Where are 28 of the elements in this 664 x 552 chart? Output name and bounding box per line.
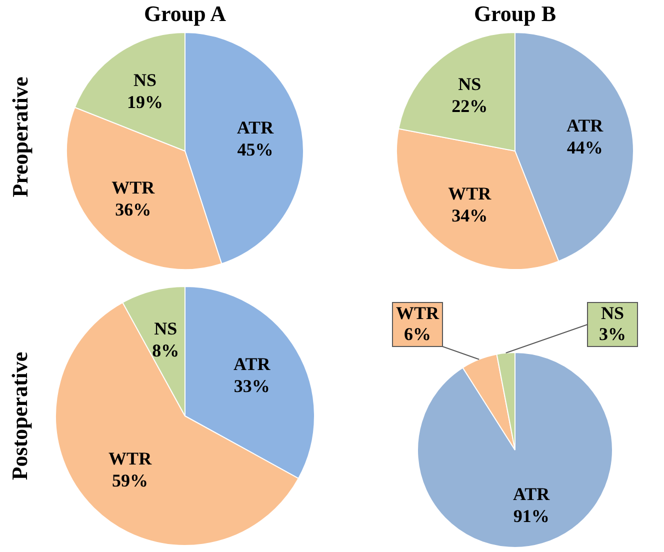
slice-label: NS: [134, 70, 157, 90]
data-label: 59%: [112, 470, 148, 491]
data-label: 45%: [237, 140, 274, 160]
chart-title: Group B: [474, 0, 556, 28]
slice-label: WTR: [396, 303, 440, 324]
slice-label: ATR: [566, 115, 604, 136]
slice-label: WTR: [112, 177, 156, 198]
data-label: 3%: [599, 324, 626, 344]
data-label: 91%: [513, 506, 550, 526]
chart-title: Group A: [144, 0, 226, 28]
data-label: 8%: [152, 340, 180, 360]
data-label: 36%: [115, 199, 152, 220]
slice-label: NS: [154, 318, 178, 338]
data-label: 22%: [452, 96, 488, 116]
slice-label: NS: [600, 303, 624, 324]
data-label: 19%: [127, 92, 164, 112]
data-label: 34%: [452, 205, 488, 226]
data-label: 33%: [234, 376, 270, 396]
data-label: 44%: [566, 137, 603, 158]
slice-label: ATR: [236, 118, 275, 138]
data-label: 6%: [404, 324, 431, 344]
slice-label: WTR: [448, 183, 492, 204]
text: Preoperative: [7, 76, 34, 198]
slice-label: ATR: [512, 484, 551, 504]
slice-label: ATR: [234, 354, 272, 374]
slice-label: NS: [458, 74, 482, 94]
slice-label: WTR: [108, 448, 153, 469]
text: Postoperative: [7, 352, 33, 480]
